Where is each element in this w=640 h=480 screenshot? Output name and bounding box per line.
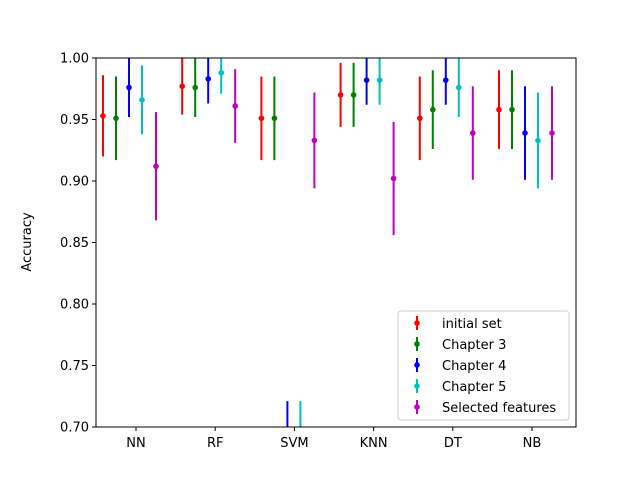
legend-label: Chapter 4 [442, 359, 506, 374]
series-initial-set [100, 58, 502, 161]
x-tick-label-nn: NN [126, 436, 145, 451]
y-axis-ticks: 0.70 0.75 0.80 0.85 0.90 0.95 1.00 [60, 52, 96, 436]
y-tick-label: 1.00 [60, 52, 89, 67]
legend-entry: Selected features [414, 400, 556, 416]
data-point [258, 115, 265, 122]
legend-label: initial set [442, 317, 502, 332]
data-point [456, 84, 462, 91]
legend-marker-icon [414, 404, 420, 410]
data-point [100, 113, 106, 119]
y-tick-label: 0.90 [60, 175, 89, 190]
data-point [470, 130, 476, 136]
y-tick-label: 0.75 [60, 359, 89, 374]
x-tick-label-rf: RF [207, 436, 224, 451]
x-tick-label-knn: KNN [360, 436, 388, 451]
data-point [126, 84, 132, 91]
data-point [443, 77, 449, 83]
x-tick-label-dt: DT [444, 436, 462, 451]
data-point [350, 92, 357, 98]
plot-frame [95, 57, 577, 428]
data-point [390, 175, 397, 182]
legend-marker-icon [414, 341, 420, 347]
data-point [417, 115, 423, 122]
legend-label: Chapter 3 [442, 338, 506, 353]
data-point [218, 69, 224, 76]
y-tick-label: 0.70 [60, 421, 89, 436]
x-tick-label-nb: NB [523, 436, 542, 451]
legend-entry: Chapter 4 [414, 358, 506, 374]
data-point [153, 163, 159, 170]
data-point [535, 137, 541, 144]
data-point [363, 77, 370, 83]
legend-entry: Chapter 3 [414, 337, 506, 353]
data-point [113, 115, 119, 122]
series-layer [100, 58, 555, 427]
data-point [549, 130, 555, 136]
series-selected-features [153, 69, 555, 236]
legend-marker-icon [414, 383, 420, 389]
data-point [376, 77, 383, 83]
data-point [179, 83, 185, 90]
data-point [337, 92, 344, 98]
data-point [430, 106, 436, 113]
data-point [205, 76, 211, 82]
legend: initial set Chapter 3 Chapter 4 Chapter 5 Se… [397, 310, 570, 421]
x-axis-ticks: NN RF SVM KNN DT NB [126, 427, 541, 451]
y-tick-label: 0.80 [60, 298, 89, 313]
series-chapter-3 [113, 58, 515, 161]
data-point [232, 103, 238, 109]
data-point [192, 84, 198, 91]
data-point [522, 130, 528, 136]
legend-entry: initial set [414, 316, 502, 332]
y-tick-label: 0.85 [60, 236, 89, 251]
legend-marker-icon [414, 320, 420, 326]
x-tick-label-svm: SVM [280, 436, 308, 451]
legend-label: Chapter 5 [442, 380, 506, 395]
legend-marker-icon [414, 362, 420, 368]
data-point [509, 106, 515, 113]
y-axis-label: Accuracy [20, 212, 35, 272]
data-point [496, 106, 502, 113]
data-point [311, 137, 318, 144]
series-chapter-5 [139, 58, 541, 427]
legend-entry: Chapter 5 [414, 379, 506, 395]
data-point [271, 115, 278, 122]
data-point [139, 97, 145, 103]
y-tick-label: 0.95 [60, 113, 89, 128]
series-chapter-4 [126, 58, 528, 427]
legend-label: Selected features [442, 401, 556, 416]
legend-frame [397, 310, 570, 421]
